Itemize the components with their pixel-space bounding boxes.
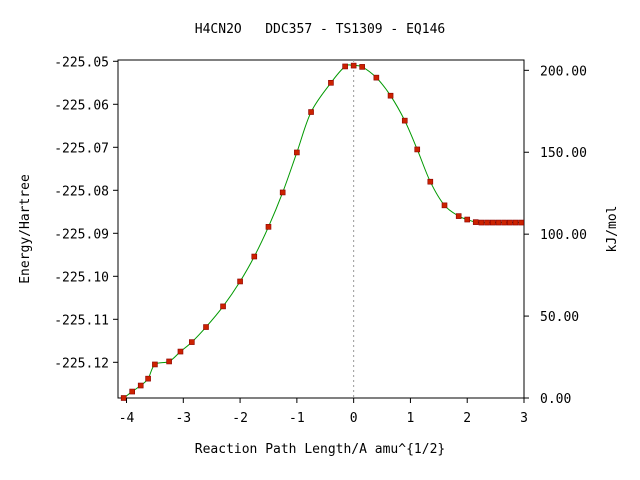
data-point <box>489 219 496 226</box>
data-point <box>328 79 334 86</box>
data-point <box>441 202 448 209</box>
data-point <box>373 74 380 81</box>
data-point <box>359 64 365 70</box>
x-axis-label: Reaction Path Length/A amu^{1/2} <box>195 442 445 457</box>
data-point <box>472 219 479 225</box>
data-point <box>478 219 485 226</box>
data-point <box>129 388 135 395</box>
y2-tick-label: 100.00 <box>540 228 587 243</box>
data-point <box>145 375 151 382</box>
data-point <box>152 361 158 368</box>
x-tick-label: 0 <box>350 411 358 426</box>
data-point <box>137 382 144 389</box>
data-point <box>401 117 408 124</box>
y-tick-label: -225.06 <box>54 98 109 113</box>
data-point <box>464 216 471 223</box>
y-tick-label: -225.10 <box>54 270 109 285</box>
data-point <box>484 219 490 226</box>
series-line <box>123 64 522 399</box>
data-point <box>237 278 243 285</box>
data-point <box>265 224 272 230</box>
data-point <box>427 178 434 185</box>
y2-tick-label: 150.00 <box>540 146 587 161</box>
y2-axis-label: kJ/mol <box>605 206 620 253</box>
x-tick-label: 2 <box>463 411 471 426</box>
y2-tick-label: 0.00 <box>540 392 571 407</box>
data-point <box>279 189 286 196</box>
data-point <box>455 213 462 219</box>
data-point <box>166 358 172 365</box>
data-point <box>342 63 348 70</box>
x-tick-label: -1 <box>289 411 305 426</box>
data-point <box>177 348 184 355</box>
x-tick-label: -4 <box>119 411 135 426</box>
x-tick-label: 3 <box>520 411 528 426</box>
x-tick-label: -3 <box>175 411 191 426</box>
y2-tick-label: 50.00 <box>540 310 579 325</box>
data-point <box>414 146 421 153</box>
y-axis-label: Energy/Hartree <box>18 174 33 284</box>
y-tick-label: -225.12 <box>54 356 109 371</box>
y-tick-label: -225.08 <box>54 184 109 199</box>
data-point <box>501 219 507 226</box>
data-point <box>507 219 513 226</box>
plot-frame <box>117 59 525 399</box>
y-tick-label: -225.09 <box>54 227 109 242</box>
y-tick-label: -225.05 <box>54 55 109 70</box>
data-point <box>251 253 258 260</box>
data-point <box>308 109 314 115</box>
y2-tick-label: 200.00 <box>540 64 587 79</box>
data-point <box>495 219 502 226</box>
y-tick-label: -225.11 <box>54 313 109 328</box>
y-tick-label: -225.07 <box>54 141 109 156</box>
data-point <box>189 339 195 345</box>
data-point <box>203 324 209 330</box>
chart-title: H4CN2O DDC357 - TS1309 - EQ146 <box>195 22 445 37</box>
x-tick-label: -2 <box>232 411 248 426</box>
data-point <box>220 303 226 310</box>
data-point <box>294 149 300 156</box>
data-point <box>518 219 524 226</box>
x-tick-label: 1 <box>407 411 415 426</box>
data-point <box>350 62 357 69</box>
data-point <box>512 219 519 226</box>
data-point <box>120 395 127 401</box>
data-point <box>387 92 394 99</box>
